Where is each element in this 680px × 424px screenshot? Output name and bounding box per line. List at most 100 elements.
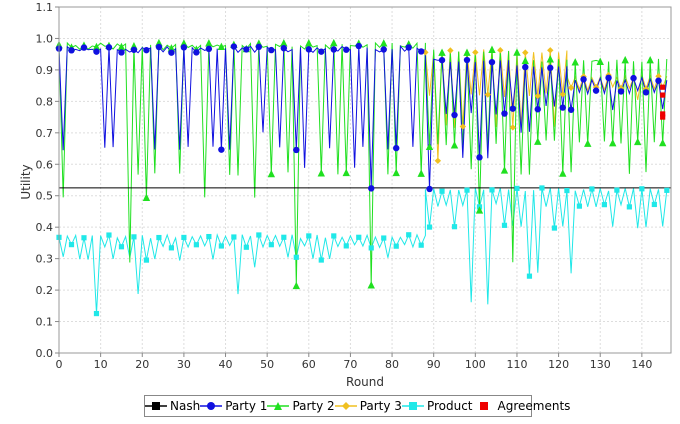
- product-point: [206, 233, 212, 240]
- party-2-point: [305, 39, 313, 47]
- legend-item-party-2: Party 2: [267, 399, 335, 413]
- party-1-point: [180, 44, 188, 51]
- legend-swatch: [200, 402, 223, 410]
- product-point: [281, 234, 287, 240]
- party-1-point: [488, 58, 496, 66]
- plot-frame: [58, 6, 672, 354]
- legend-swatch: [334, 402, 357, 410]
- party-3-point: [642, 85, 650, 93]
- product-point: [539, 185, 545, 191]
- party-1-point: [418, 48, 425, 55]
- party-3-point: [434, 157, 442, 165]
- y-axis-label: Utility: [19, 164, 33, 199]
- product-point: [614, 187, 620, 193]
- x-tick-label: 10: [94, 358, 108, 371]
- x-tick-label: 40: [219, 358, 233, 371]
- product-point: [639, 186, 645, 192]
- product-point: [93, 310, 100, 317]
- party-1-point: [522, 63, 529, 71]
- party-2-point: [450, 141, 459, 149]
- product-point: [118, 244, 125, 250]
- party-2-point: [425, 142, 434, 150]
- product-point: [381, 235, 387, 241]
- product-point: [393, 243, 399, 249]
- party-3-point: [497, 46, 504, 54]
- product-point: [243, 244, 249, 250]
- party-1-point: [105, 44, 113, 51]
- x-tick-label: 140: [631, 358, 652, 371]
- party-2-point: [292, 281, 301, 290]
- product-point: [156, 234, 162, 241]
- product-point: [589, 186, 595, 192]
- party-1-point: [93, 48, 100, 55]
- x-tick-label: 120: [548, 358, 569, 371]
- party-2-point: [646, 56, 654, 64]
- product-point: [626, 204, 632, 210]
- product-point: [131, 234, 137, 240]
- party-2-point: [500, 166, 509, 174]
- party-1-point: [293, 146, 300, 154]
- party-1-point: [380, 46, 387, 53]
- y-tick-label: 1.1: [36, 1, 54, 14]
- party-2-point: [280, 39, 288, 47]
- y-tick-label: 0.4: [36, 221, 54, 234]
- legend-item-agreements: Agreements: [473, 399, 571, 413]
- legend-label: Nash: [170, 399, 201, 413]
- party-1-point: [193, 49, 200, 56]
- y-tick-label: 0.9: [36, 64, 54, 77]
- product-point: [293, 254, 299, 260]
- party-2-point: [633, 137, 642, 146]
- party-3-point: [655, 73, 662, 80]
- party-2-point: [117, 42, 126, 51]
- product-point: [426, 224, 433, 230]
- x-tick-label: 60: [302, 358, 316, 371]
- party-1-point: [230, 43, 238, 50]
- legend-swatch: [479, 402, 488, 410]
- product-point: [514, 185, 520, 191]
- legend-item-product: Product: [401, 399, 473, 413]
- product-point: [356, 234, 362, 240]
- party-2-point: [621, 55, 629, 64]
- party-1-point: [343, 46, 350, 53]
- product-point: [464, 187, 470, 193]
- product-point: [343, 243, 349, 249]
- product-point: [168, 245, 175, 251]
- product-point: [418, 242, 424, 248]
- party-1-point: [438, 56, 446, 64]
- party-1-point: [355, 42, 362, 50]
- party-1-point: [268, 46, 275, 54]
- party-2-point: [658, 138, 667, 147]
- x-tick-label: 80: [385, 358, 399, 371]
- product-point: [439, 188, 445, 194]
- party-2-point: [392, 168, 400, 177]
- party-3-point: [617, 85, 625, 92]
- party-2-point: [571, 58, 579, 66]
- party-1-point: [476, 154, 483, 161]
- party-2-point: [142, 193, 151, 201]
- chart-legend: Nash Party 1 Party 2 Party 3 Product Agreemen…: [144, 395, 570, 417]
- party-2-point: [417, 169, 425, 177]
- party-1-point: [509, 105, 516, 112]
- party-1-point: [580, 76, 587, 83]
- product-point: [256, 232, 262, 238]
- product-point: [564, 187, 570, 194]
- party-1-point: [218, 146, 225, 153]
- y-tick-label: 0.2: [36, 284, 54, 297]
- product-point: [68, 242, 75, 248]
- party-1-point: [426, 185, 433, 193]
- party-2-point: [330, 38, 338, 47]
- x-tick-label: 50: [260, 358, 274, 371]
- y-tick-label: 0.8: [36, 95, 54, 108]
- party-2-point: [559, 169, 567, 177]
- party-3-point: [534, 92, 541, 100]
- product-point: [576, 203, 583, 209]
- product-point: [181, 234, 187, 241]
- product-series-line: [58, 187, 668, 314]
- party-1-point: [80, 44, 88, 51]
- agreement-point: [660, 92, 666, 98]
- y-tick-label: 0.1: [36, 316, 54, 329]
- legend-item-party-3: Party 3: [334, 399, 402, 413]
- party-1-point: [155, 43, 163, 51]
- party-1-point: [559, 104, 566, 111]
- legend-label: Agreements: [497, 399, 571, 413]
